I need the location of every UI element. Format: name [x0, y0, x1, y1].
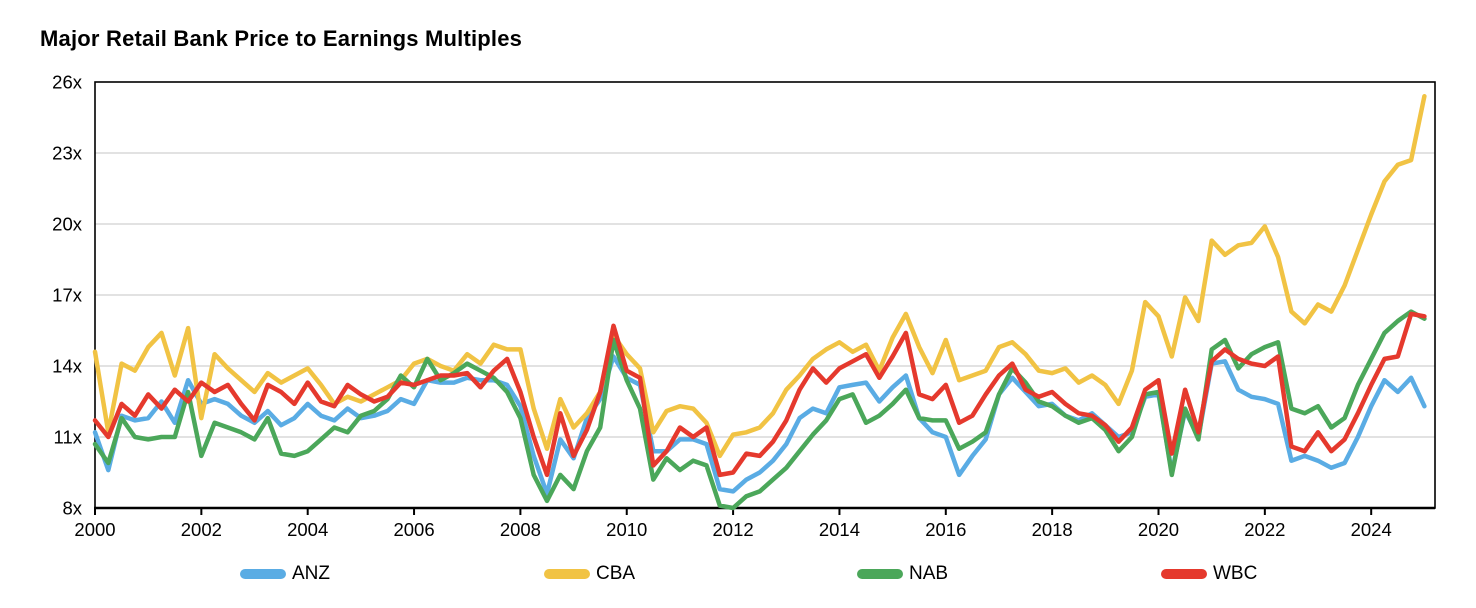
series-line-nab [92, 309, 1427, 511]
y-axis-label: 8x [62, 498, 82, 519]
y-axis-label: 20x [52, 214, 83, 235]
y-axis-label: 11x [54, 427, 83, 448]
x-axis-label: 2024 [1351, 519, 1392, 540]
x-axis-label: 2008 [500, 519, 541, 540]
x-axis-label: 2012 [713, 519, 754, 540]
x-axis-label: 2006 [393, 519, 434, 540]
y-axis-label: 17x [52, 285, 83, 306]
x-axis-label: 2018 [1032, 519, 1073, 540]
x-axis-label: 2014 [819, 519, 860, 540]
x-axis-label: 2016 [925, 519, 966, 540]
x-axis-label: 2000 [74, 519, 115, 540]
series-line-wbc [92, 311, 1427, 478]
y-axis-label: 26x [52, 72, 83, 93]
series-line-cba [92, 93, 1427, 459]
x-axis-label: 2004 [287, 519, 328, 540]
x-axis-label: 2010 [606, 519, 647, 540]
x-axis-label: 2002 [181, 519, 222, 540]
x-axis-label: 2022 [1244, 519, 1285, 540]
x-axis-label: 2020 [1138, 519, 1179, 540]
y-axis-label: 14x [52, 356, 83, 377]
chart-title: Major Retail Bank Price to Earnings Mult… [40, 26, 523, 51]
y-axis-label: 23x [52, 143, 83, 164]
